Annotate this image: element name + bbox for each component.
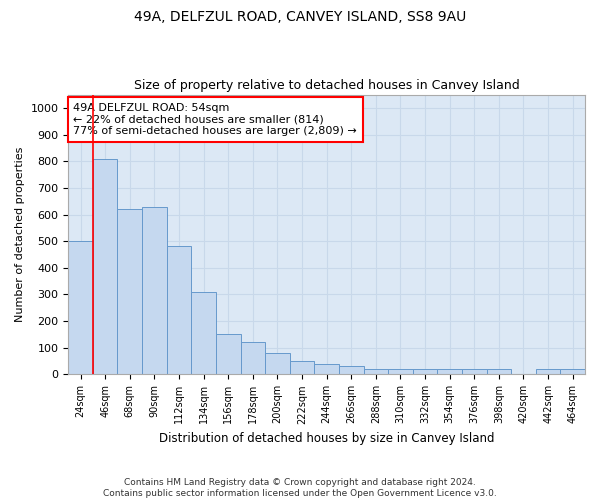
Bar [364,369,388,374]
Text: 49A, DELFZUL ROAD, CANVEY ISLAND, SS8 9AU: 49A, DELFZUL ROAD, CANVEY ISLAND, SS8 9A… [134,10,466,24]
Bar [560,369,585,374]
Bar [142,206,167,374]
Bar [388,369,413,374]
Y-axis label: Number of detached properties: Number of detached properties [15,147,25,322]
Bar [462,369,487,374]
Bar [191,292,216,374]
Bar [437,369,462,374]
Bar [241,342,265,374]
X-axis label: Distribution of detached houses by size in Canvey Island: Distribution of detached houses by size … [159,432,494,445]
Bar [339,366,364,374]
Bar [314,364,339,374]
Text: Contains HM Land Registry data © Crown copyright and database right 2024.
Contai: Contains HM Land Registry data © Crown c… [103,478,497,498]
Bar [216,334,241,374]
Bar [118,209,142,374]
Title: Size of property relative to detached houses in Canvey Island: Size of property relative to detached ho… [134,79,520,92]
Text: 49A DELFZUL ROAD: 54sqm
← 22% of detached houses are smaller (814)
77% of semi-d: 49A DELFZUL ROAD: 54sqm ← 22% of detache… [73,103,357,136]
Bar [68,241,93,374]
Bar [413,369,437,374]
Bar [93,158,118,374]
Bar [290,361,314,374]
Bar [265,353,290,374]
Bar [167,246,191,374]
Bar [536,369,560,374]
Bar [487,369,511,374]
